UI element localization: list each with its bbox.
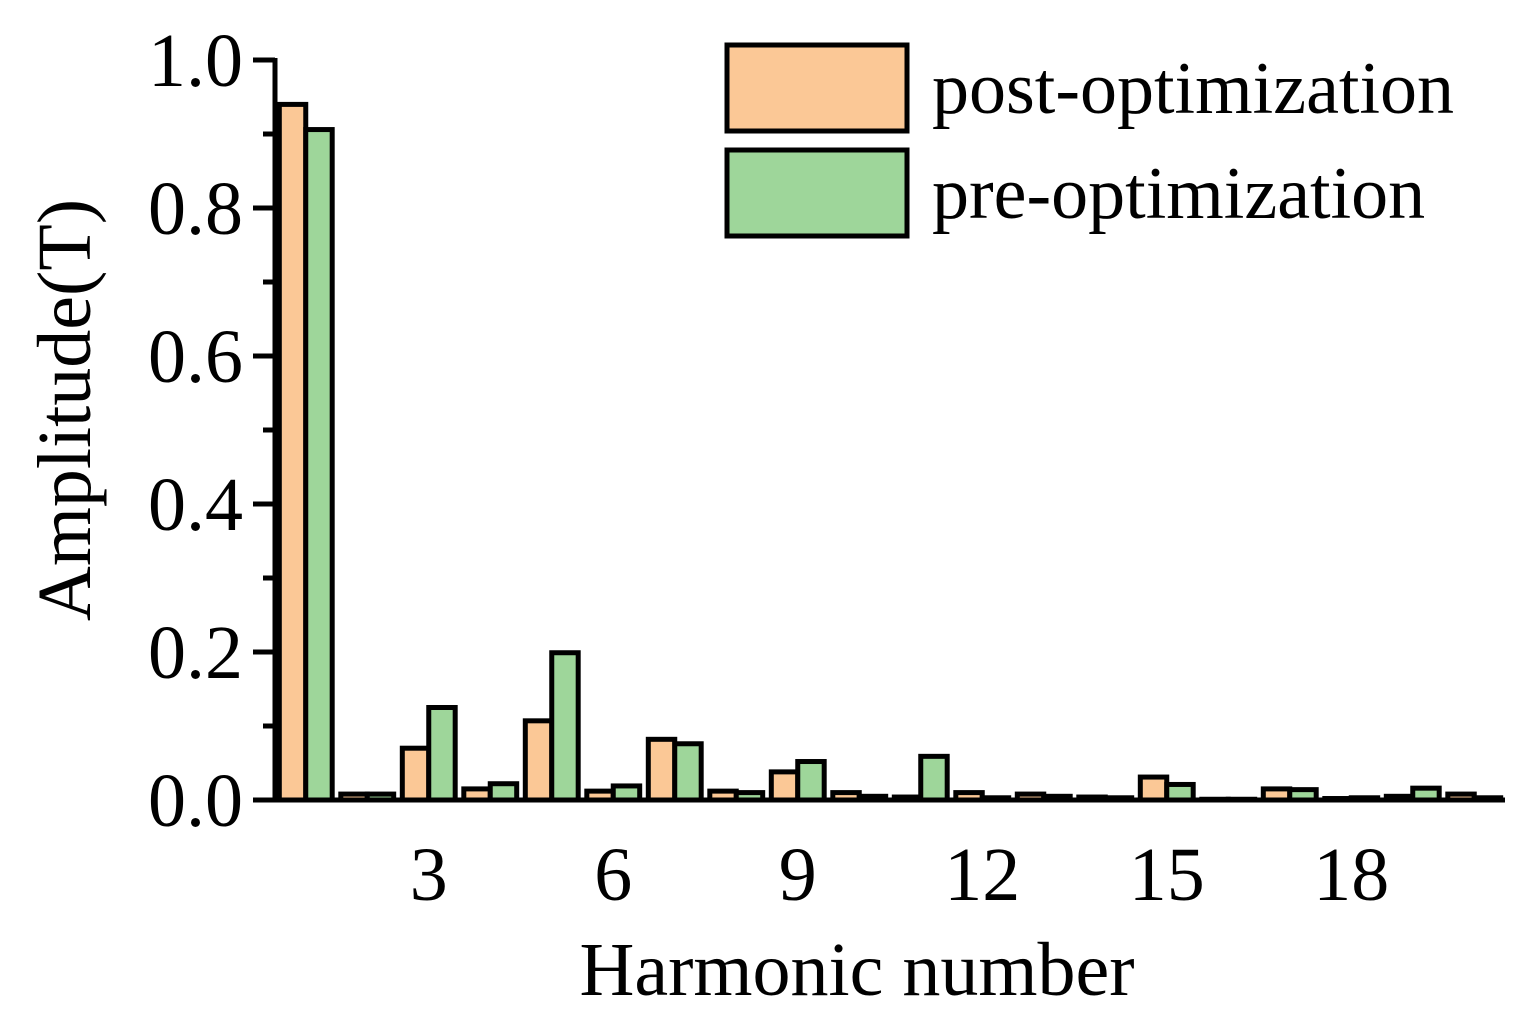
legend-label-pre: pre-optimization [932,153,1425,235]
legend-label-post: post-optimization [932,48,1454,130]
bar-pre-h11 [918,753,950,803]
legend-swatch-pre [724,147,910,239]
legend-swatch-post [724,42,910,134]
bar-post-h15 [1137,774,1170,803]
x-tick-label: 18 [1313,833,1389,917]
bar-pre-h5 [549,650,581,803]
bar-post-h9 [768,769,801,803]
bar-pre-h1 [303,127,335,803]
y-axis-title: Amplitude(T) [23,199,107,621]
y-tick-label: 1.0 [148,19,243,103]
y-tick-label: 0.0 [148,759,243,843]
bar-post-h3 [399,745,432,803]
bar-post-h7 [645,736,678,803]
y-tick-label: 0.4 [148,463,243,547]
x-tick-label: 15 [1129,833,1205,917]
bar-post-h1 [276,101,309,803]
x-axis-title: Harmonic number [579,928,1134,1012]
x-tick-label: 9 [779,833,817,917]
bar-pre-h9 [795,759,827,803]
y-tick-label: 0.6 [148,315,243,399]
y-tick-label: 0.8 [148,167,243,251]
x-tick-label: 6 [594,833,632,917]
legend: post-optimization pre-optimization [724,42,1454,239]
axes-group: 0.0 0.2 0.4 0.6 0.8 1.0 3 6 9 12 15 18 [148,19,1505,917]
x-tick-label: 3 [410,833,448,917]
bar-pre-h7 [672,741,704,803]
bar-post-h5 [522,718,555,803]
bar-pre-h3 [426,705,458,803]
x-tick-label: 12 [944,833,1020,917]
y-tick-label: 0.2 [148,611,243,695]
